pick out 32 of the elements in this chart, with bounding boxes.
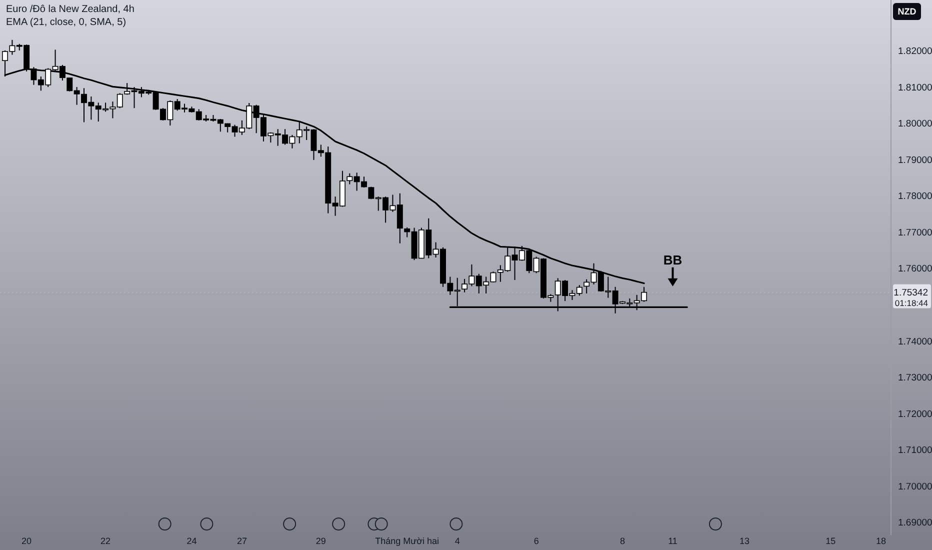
ref-line-label: 1.75342 — [894, 288, 928, 299]
y-tick-label: 1.77000 — [898, 227, 932, 238]
y-tick-label: 1.80000 — [898, 118, 932, 130]
y-tick-label: 1.70000 — [898, 481, 932, 492]
x-tick-label: 18 — [876, 536, 886, 546]
annotation: BB — [663, 252, 682, 268]
y-tick-label: 1.82000 — [898, 46, 932, 58]
y-tick-label: 1.73000 — [898, 372, 932, 384]
x-tick-label: 27 — [236, 536, 247, 546]
x-tick-label: Tháng Mười hai — [375, 536, 440, 546]
y-tick-label: 1.78000 — [898, 191, 932, 202]
chart-title: Euro /Đô la New Zealand, 4h — [6, 4, 134, 15]
y-tick-label: 1.69000 — [898, 518, 932, 529]
x-tick-label: 20 — [22, 536, 32, 546]
x-tick-label: 22 — [100, 536, 111, 546]
y-tick-label: 1.76000 — [898, 264, 932, 275]
x-tick-label: 6 — [534, 536, 539, 546]
y-tick-label: 1.71000 — [898, 445, 932, 456]
text: NZD — [898, 6, 917, 17]
y-tick-label: 1.72000 — [898, 408, 932, 420]
x-tick-label: 8 — [620, 536, 625, 546]
y-tick-label: 1.79000 — [898, 154, 932, 166]
y-tick-label: 1.81000 — [898, 82, 932, 94]
y-tick-label: 1.74000 — [898, 336, 932, 348]
x-tick-label: 29 — [316, 536, 326, 546]
x-tick-label: 11 — [668, 536, 678, 546]
text: 01:18:44 — [894, 298, 928, 308]
text: EMA (21, close, 0, SMA, 5) — [6, 17, 126, 28]
x-tick-label: 4 — [454, 536, 460, 546]
x-tick-label: 13 — [740, 536, 750, 546]
x-tick-label: 24 — [186, 536, 197, 546]
x-tick-label: 15 — [826, 536, 836, 546]
